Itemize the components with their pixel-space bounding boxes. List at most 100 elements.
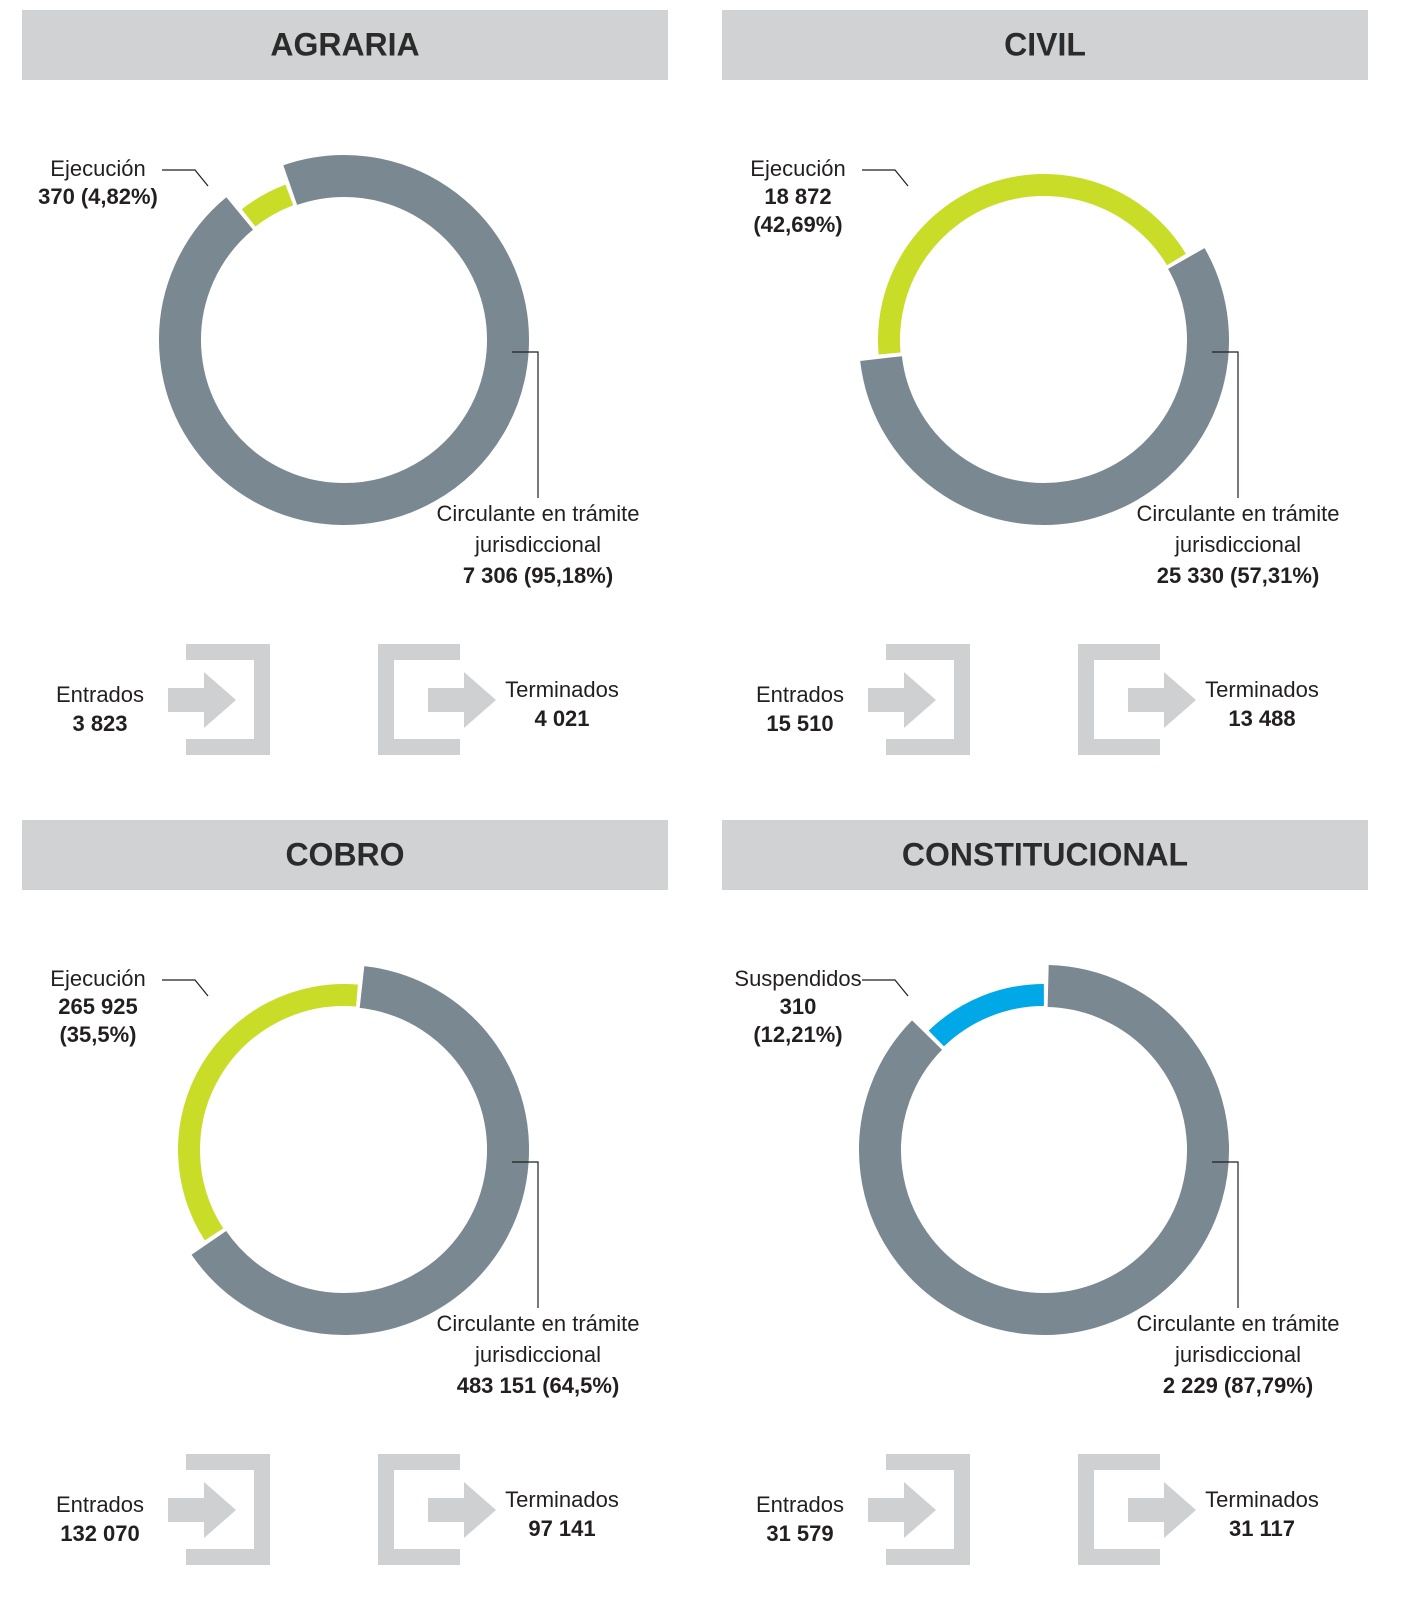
segment-value: 483 151 (457, 1373, 537, 1398)
donut-segment (859, 965, 1229, 1335)
donut-segment (191, 966, 529, 1335)
donut-segment (159, 155, 529, 525)
exit-arrow (1164, 672, 1196, 728)
header-bar (22, 820, 668, 890)
entry-arrow (868, 1498, 910, 1522)
entrados-value: 3 823 (72, 711, 127, 736)
panel-title: AGRARIA (270, 26, 419, 62)
segment-label: Ejecución (50, 156, 145, 181)
leader-line (512, 1161, 539, 1308)
entrados-label: Entrados (56, 1492, 144, 1517)
segment-label-line: jurisdiccional (474, 1342, 601, 1367)
segment-label-line: jurisdiccional (1174, 532, 1301, 557)
terminados-label: Terminados (1205, 1487, 1319, 1512)
exit-arrow (464, 1482, 496, 1538)
exit-arrow (1128, 1498, 1170, 1522)
segment-value: 25 330 (1157, 563, 1224, 588)
segment-percent: (42,69%) (753, 212, 842, 237)
donut-segment (178, 984, 358, 1241)
entry-icon (886, 644, 970, 755)
donut-segment (241, 184, 294, 227)
exit-arrow (1128, 688, 1170, 712)
segment-percent: (95,18%) (524, 563, 613, 588)
segment-label: Circulante en trámite jurisdiccional (1137, 1311, 1340, 1367)
exit-arrow (428, 688, 470, 712)
segment-value: 7 306 (463, 563, 518, 588)
entrados-label: Entrados (756, 1492, 844, 1517)
terminados-label: Terminados (505, 677, 619, 702)
exit-icon (378, 644, 460, 755)
segment-label: Circulante en trámite jurisdiccional (437, 501, 640, 557)
terminados-value: 97 141 (528, 1516, 595, 1541)
entrados-value: 15 510 (766, 711, 833, 736)
panel-title: COBRO (285, 836, 404, 872)
entry-arrow (868, 688, 910, 712)
entry-arrow (904, 1482, 936, 1538)
terminados-value: 4 021 (534, 706, 589, 731)
segment-percent: (4,82%) (81, 184, 158, 209)
leader-line (512, 351, 539, 498)
entry-icon (886, 1454, 970, 1565)
entry-arrow (204, 1482, 236, 1538)
segment-label: Circulante en trámite jurisdiccional (1137, 501, 1340, 557)
segment-value: 18 872 (764, 184, 831, 209)
segment-value-line: 483 151 (64,5%) (457, 1373, 620, 1398)
segment-label-line: Circulante en trámite (1137, 1311, 1340, 1336)
segment-label: Ejecución (750, 156, 845, 181)
segment-value-line: 25 330 (57,31%) (1157, 563, 1320, 588)
entrados-value: 31 579 (766, 1521, 833, 1546)
segment-label: Ejecución (50, 966, 145, 991)
segment-label: Suspendidos (734, 966, 861, 991)
segment-label-line: Circulante en trámite (437, 1311, 640, 1336)
segment-percent: (12,21%) (753, 1022, 842, 1047)
segment-value: 370 (38, 184, 75, 209)
leader-line (862, 979, 909, 997)
segment-value-line: 7 306 (95,18%) (463, 563, 613, 588)
terminados-value: 13 488 (1228, 706, 1295, 731)
donut-segment (860, 248, 1229, 525)
header-bar (722, 820, 1368, 890)
entry-icon (186, 1454, 270, 1565)
leader-line (162, 169, 209, 187)
segment-percent: (35,5%) (59, 1022, 136, 1047)
terminados-value: 31 117 (1229, 1516, 1295, 1541)
segment-value-line: 2 229 (87,79%) (1163, 1373, 1313, 1398)
segment-percent: (64,5%) (542, 1373, 619, 1398)
terminados-label: Terminados (505, 1487, 619, 1512)
exit-icon (378, 1454, 460, 1565)
leader-line (862, 169, 909, 187)
header-bar (22, 10, 668, 80)
entry-arrow (168, 1498, 210, 1522)
panel-title: CIVIL (1004, 26, 1086, 62)
segment-value-line: 370 (4,82%) (38, 184, 158, 209)
segment-label-line: jurisdiccional (474, 532, 601, 557)
segment-label-line: jurisdiccional (1174, 1342, 1301, 1367)
segment-value: 2 229 (1163, 1373, 1218, 1398)
exit-icon (1078, 644, 1160, 755)
entry-arrow (168, 688, 210, 712)
terminados-label: Terminados (1205, 677, 1319, 702)
entrados-value: 132 070 (60, 1521, 140, 1546)
panel-title: CONSTITUCIONAL (902, 836, 1188, 872)
entry-arrow (204, 672, 236, 728)
segment-percent: (57,31%) (1230, 563, 1319, 588)
entrados-label: Entrados (56, 682, 144, 707)
segment-label-line: Circulante en trámite (437, 501, 640, 526)
entry-icon (186, 644, 270, 755)
donut-segment (928, 984, 1045, 1047)
leader-line (1212, 351, 1239, 498)
header-bar (722, 10, 1368, 80)
donut-segment (878, 174, 1186, 355)
leader-line (162, 979, 209, 997)
segment-value: 265 925 (58, 994, 138, 1019)
segment-value: 310 (780, 994, 817, 1019)
segment-label-line: Circulante en trámite (1137, 501, 1340, 526)
leader-line (1212, 1161, 1239, 1308)
exit-icon (1078, 1454, 1160, 1565)
exit-arrow (1164, 1482, 1196, 1538)
exit-arrow (428, 1498, 470, 1522)
segment-percent: (87,79%) (1224, 1373, 1313, 1398)
entry-arrow (904, 672, 936, 728)
entrados-label: Entrados (756, 682, 844, 707)
